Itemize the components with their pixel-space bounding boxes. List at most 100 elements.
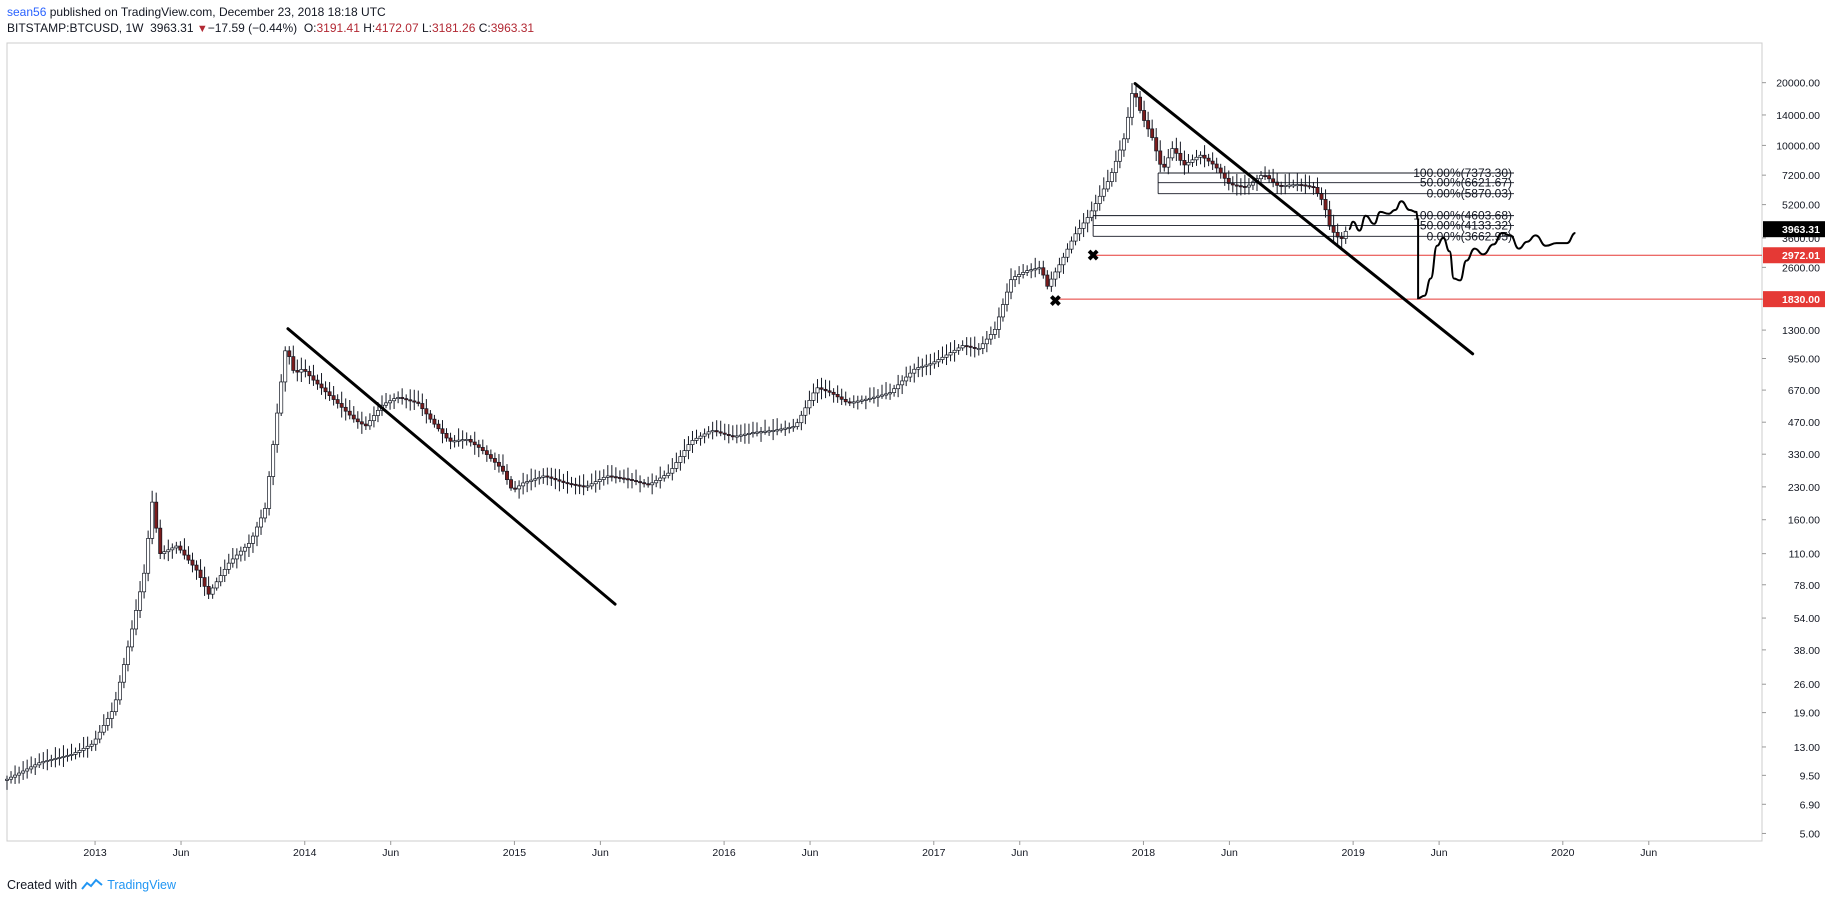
candle-body [496,461,501,467]
candle-body [662,475,667,479]
candle-body [1194,156,1199,161]
candle-body [1158,150,1163,165]
candle-body [1021,272,1026,275]
fib-top-label: 100.00%(7373.30) [1413,166,1512,180]
candle-body [206,585,211,595]
candle-body [246,543,251,548]
candle-body [718,431,723,434]
candle-body [605,475,610,478]
candle-body [1162,163,1167,168]
candle-body [976,348,981,350]
candle-body [166,549,171,553]
candle-body [1174,148,1179,154]
y-tick-label: 20000.00 [1776,78,1820,90]
candle-body [174,545,179,549]
candle-body [1178,152,1183,161]
candle-body [146,538,151,574]
candle-body [1299,184,1304,187]
x-tick-label: 2018 [1132,847,1156,859]
candle-body [666,472,671,476]
candle-body [1198,154,1203,158]
candle-body [1077,228,1082,235]
candle-body [1323,199,1328,211]
price-axis[interactable]: 20000.0014000.0010000.007200.005200.0036… [1762,78,1825,841]
x-tick-label: 2020 [1551,847,1575,859]
candle-body [1182,160,1187,166]
candle-body [767,430,772,433]
candle-body [888,392,893,395]
trendline [286,327,617,606]
candle-body [13,774,18,778]
candle-body [964,345,969,348]
price-change: −17.59 (−0.44%) [207,21,298,35]
candle-body [259,517,263,528]
candle-body [343,406,348,412]
candle-body [650,482,655,486]
price-label-text: 2972.01 [1782,250,1820,262]
plot-area [6,42,1763,842]
time-axis[interactable]: 2013 Jun 2014 Jun 2015 Jun 2016 Jun 2017 Jun 2018 J… [83,841,1657,859]
candle-body [1001,304,1005,318]
candle-body [101,724,106,733]
candle-body [182,549,187,556]
candle-body [456,439,461,442]
candle-body [1089,210,1094,218]
y-tick-label: 6.90 [1800,799,1821,811]
candle-body [355,418,360,423]
candle-body [214,581,219,589]
candle-body [1146,120,1151,130]
candle-body [1081,222,1086,229]
y-tick-label: 1300.00 [1782,325,1820,337]
levels: 100.00%(7373.30)50.00%(6621.67)0.00%(587… [1055,166,1762,300]
candle-body [900,380,905,386]
candle-body [984,338,989,345]
close-label: C: [478,21,491,35]
candle-body [1053,271,1058,280]
candle-body [230,558,235,564]
candle-body [303,369,308,372]
author-link[interactable]: sean56 [7,5,47,19]
candle-body [1214,163,1219,169]
candle-body [1339,236,1344,239]
candle-body [968,345,973,348]
candle-body [1315,187,1320,194]
candle-body [57,757,62,759]
candle-body [1295,184,1300,187]
fib-top-label: 50.00%(6621.67) [1420,176,1512,190]
candle-body [158,527,163,554]
candle-body [787,426,792,429]
candle-body [488,454,493,459]
candle-body [1206,157,1211,162]
candle-body [291,356,296,371]
candle-body [851,401,856,404]
candle-body [460,439,465,442]
candle-body [117,681,122,701]
candle-body [835,394,840,398]
x-tick-label: 2017 [922,847,946,859]
candle-body [815,387,820,394]
candle-body [783,427,788,430]
candle-body [444,433,449,439]
candle-body [311,375,316,381]
candle-body [621,477,626,480]
candle-body [1335,232,1340,238]
candle-body [690,440,695,445]
candle-body [948,352,953,356]
candle-body [537,477,542,480]
created-with-text: Created with [7,878,78,892]
x-tick-label: 2015 [503,847,527,859]
candle-body [1267,175,1272,180]
candle-body [892,388,897,393]
candle-body [1117,149,1122,162]
tradingview-brand[interactable]: TradingView [107,878,176,892]
tradingview-logo-icon [81,878,103,890]
candle-body [932,361,937,365]
candle-body [722,432,727,435]
candle-body [428,413,433,420]
candle-body [279,381,284,414]
fib-bottom-label: 50.00%(4133.32) [1420,218,1512,232]
candle-body [1291,184,1296,187]
high-label: H: [363,21,376,35]
candle-body [847,401,852,404]
